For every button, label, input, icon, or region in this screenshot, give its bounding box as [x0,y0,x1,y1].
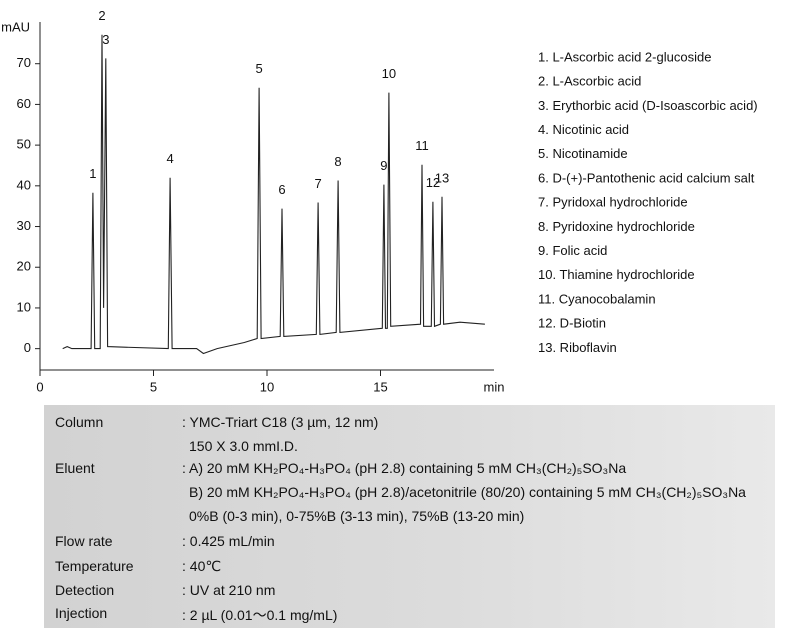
peak-label: 10 [382,66,396,81]
condition-value: : UV at 210 nm [182,582,276,598]
y-tick-label: 0 [24,340,31,355]
x-tick-label: 5 [150,379,157,394]
y-tick-label: 40 [17,177,31,192]
y-tick-label: 60 [17,96,31,111]
trace [62,34,485,355]
peak-label: 4 [166,151,173,166]
y-tick-label: 30 [17,218,31,233]
x-axis-label: min [484,379,505,394]
peak-label: 6 [278,182,285,197]
condition-label: Temperature [55,558,134,574]
peak-label: 2 [98,8,105,23]
condition-value: 0%B (0-3 min), 0-75%B (3-13 min), 75%B (… [189,508,525,524]
peak-label: 1 [89,166,96,181]
legend-entry: 9. Folic acid [538,243,607,258]
y-tick-label: 70 [17,55,31,70]
conditions-table: Column : YMC-Triart C18 (3 µm, 12 nm) 150 … [44,405,775,628]
legend-entry: 7. Pyridoxal hydrochloride [538,195,688,210]
x-tick-label: 0 [36,379,43,394]
y-tick-label: 20 [17,259,31,274]
peak-label: 7 [314,176,321,191]
peak-label: 13 [435,170,449,185]
peak-label: 8 [334,154,341,169]
condition-value: : 2 µL (0.01～0.1 mg/mL) [182,607,338,623]
condition-label: Column [55,414,104,430]
legend-entry: 3. Erythorbic acid (D-Isoascorbic acid) [538,98,758,113]
condition-label: Injection [55,605,108,621]
legend-entry: 4. Nicotinic acid [538,122,629,137]
condition-value: B) 20 mM KH₂PO₄-H₃PO₄ (pH 2.8)/acetonitr… [189,484,746,500]
y-tick-label: 10 [17,299,31,314]
condition-label: Detection [55,582,115,598]
condition-value: : A) 20 mM KH₂PO₄-H₃PO₄ (pH 2.8) contain… [182,460,627,476]
peak-label: 3 [102,32,109,47]
condition-value: : YMC-Triart C18 (3 µm, 12 nm) [182,414,379,430]
legend-entry: 12. D-Biotin [538,316,606,331]
x-tick-label: 15 [373,379,387,394]
peak-label: 5 [255,61,262,76]
condition-value: 150 X 3.0 mmI.D. [189,438,298,454]
legend-entry: 8. Pyridoxine hydrochloride [538,219,695,234]
legend-entry: 1. L-Ascorbic acid 2-glucoside [538,49,711,64]
legend-entry: 10. Thiamine hydrochloride [538,267,695,282]
legend-entry: 11. Cyanocobalamin [538,291,656,306]
legend-entry: 13. Riboflavin [538,340,617,355]
peak-label: 12 [426,175,440,190]
y-tick-label: 50 [17,137,31,152]
condition-value: : 40℃ [182,558,222,574]
condition-value: : 0.425 mL/min [182,533,275,549]
legend-entry: 2. L-Ascorbic acid [538,74,641,89]
legend-entry: 5. Nicotinamide [538,146,628,161]
y-axis-label: mAU [1,19,30,34]
legend-entry: 6. D-(+)-Pantothenic acid calcium salt [538,170,755,185]
x-tick-label: 10 [260,379,274,394]
peak-label: 9 [380,158,387,173]
condition-label: Eluent [55,460,95,476]
condition-label: Flow rate [55,533,113,549]
peak-label: 11 [415,138,429,153]
